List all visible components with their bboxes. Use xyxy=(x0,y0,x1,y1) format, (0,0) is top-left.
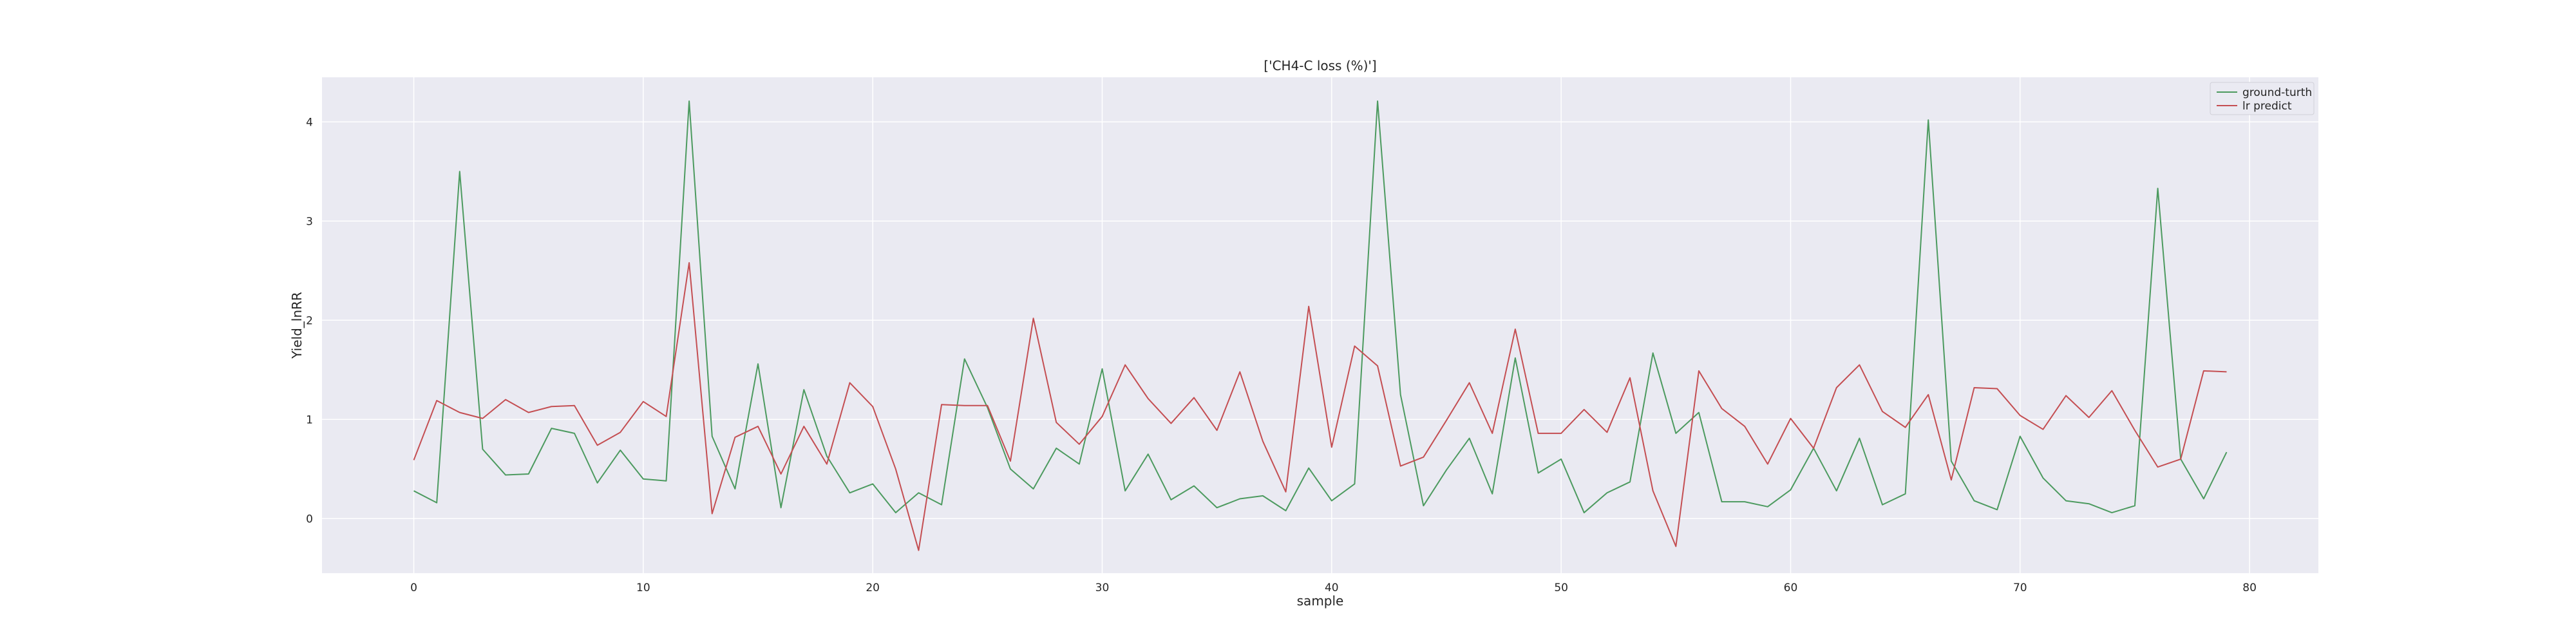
y-axis-label: Yield_lnRR xyxy=(289,292,305,359)
x-tick-label-40: 40 xyxy=(1325,582,1339,594)
x-tick-label-10: 10 xyxy=(636,582,650,594)
x-tick-label-50: 50 xyxy=(1554,582,1568,594)
x-tick-label-30: 30 xyxy=(1095,582,1110,594)
series-line-ground-turth xyxy=(413,100,2228,514)
y-tick-label-1: 1 xyxy=(306,413,313,426)
grid xyxy=(322,77,2318,573)
y-tick-label-0: 0 xyxy=(306,513,313,526)
y-tick-label-3: 3 xyxy=(306,215,313,228)
x-tick-label-0: 0 xyxy=(410,582,417,594)
legend-box xyxy=(2210,82,2315,115)
chart-title: ['CH4-C loss (%)'] xyxy=(1264,58,1376,73)
x-tick-label-20: 20 xyxy=(866,582,880,594)
x-tick-label-70: 70 xyxy=(2013,582,2027,594)
series-layer xyxy=(413,100,2228,551)
y-tick-label-4: 4 xyxy=(306,116,313,129)
series-line-lr-predict xyxy=(413,261,2227,551)
x-tick-label-80: 80 xyxy=(2242,582,2257,594)
tick-labels: 0 10 20 30 40 50 60 70 80 0 1 2 3 4 xyxy=(306,116,2257,594)
y-tick-label-2: 2 xyxy=(306,314,313,327)
x-axis-label: sample xyxy=(1297,593,1344,609)
x-tick-label-60: 60 xyxy=(1784,582,1798,594)
plot-area xyxy=(322,77,2318,573)
legend: ground-turth lr predict xyxy=(2210,82,2315,115)
legend-label-ground-turth: ground-turth xyxy=(2242,86,2312,99)
legend-label-lr-predict: lr predict xyxy=(2242,100,2292,113)
